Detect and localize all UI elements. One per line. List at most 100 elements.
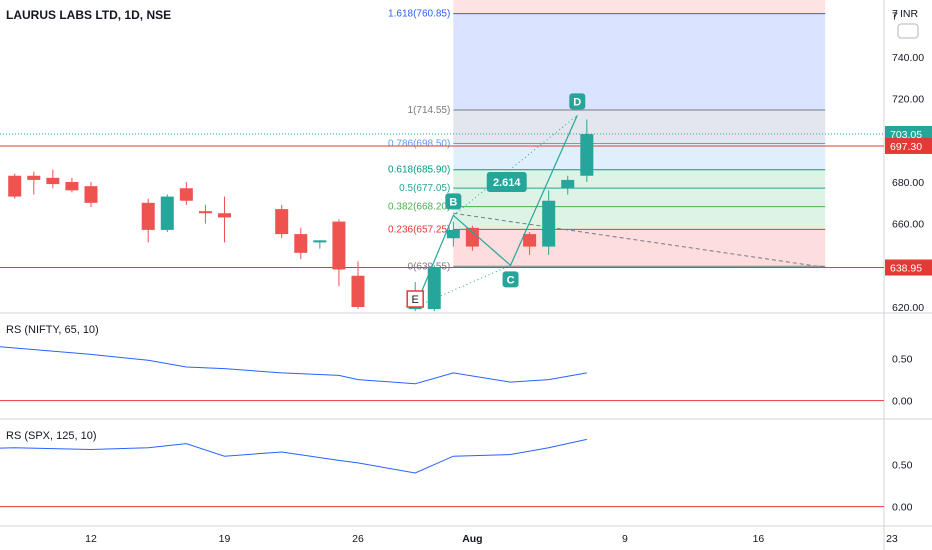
candle-body (84, 186, 98, 203)
pattern-point-label: E (412, 294, 419, 306)
indicator-panes: 0.50 0.00 0.50 0.00 (0, 335, 913, 514)
pattern-point-label: D (573, 96, 581, 108)
time-axis-tick: 9 (622, 533, 628, 545)
horizontal-lines[interactable] (0, 133, 884, 269)
candle[interactable] (332, 219, 346, 287)
candle-body (294, 234, 308, 253)
price-label-text: 638.95 (890, 263, 922, 275)
candle-body (561, 179, 575, 189)
candle-body (523, 234, 537, 247)
candle[interactable] (465, 225, 479, 251)
candle[interactable] (160, 194, 174, 233)
currency-label: INR (900, 8, 919, 20)
pattern-legs (414, 115, 578, 308)
candle-body (446, 229, 460, 239)
indicator-label-nifty[interactable]: RS (NIFTY, 65, 10) (6, 324, 99, 336)
fib-zone (453, 110, 826, 144)
fib-zone (453, 206, 826, 230)
candle-body (179, 188, 193, 201)
time-axis-tick: 26 (352, 533, 364, 545)
time-axis-tick: 23 (886, 533, 898, 545)
pattern-point-b[interactable]: B (445, 193, 462, 210)
fib-zone (453, 0, 826, 14)
candlestick-series[interactable] (8, 119, 594, 312)
pattern-point-badge (406, 290, 424, 308)
fib-zone (453, 13, 826, 111)
indicator-label-spx[interactable]: RS (SPX, 125, 10) (6, 430, 97, 442)
candle[interactable] (313, 240, 327, 249)
pattern-point-badge (569, 93, 586, 110)
candle-body (332, 221, 346, 270)
indicator-axis-tick: 0.00 (892, 396, 913, 408)
price-axis-tick: 620.00 (892, 302, 924, 314)
fib-level-label: 1(714.55) (408, 105, 451, 116)
candle[interactable] (561, 175, 575, 195)
indicator-line[interactable] (0, 335, 587, 385)
price-label[interactable]: 697.30 (885, 137, 932, 154)
indicator-line[interactable] (0, 438, 587, 474)
candle-body (217, 213, 231, 218)
candle[interactable] (580, 119, 594, 183)
candle-body (580, 134, 594, 176)
candle[interactable] (542, 190, 556, 255)
candle[interactable] (65, 177, 79, 193)
candle-body (542, 200, 556, 247)
candle-body (465, 227, 479, 247)
candle-body (141, 202, 155, 230)
price-axis-tick: 740.00 (892, 52, 924, 64)
fib-level-label: 0.236(657.25) (388, 224, 450, 235)
pattern-point-c[interactable]: C (502, 271, 519, 288)
pattern-point-label: B (449, 196, 457, 208)
pattern-ratio-text: 2.614 (493, 177, 521, 189)
price-axis-tick: 7 (892, 10, 898, 22)
time-axis-tick: 12 (85, 533, 97, 545)
indicator-axis-tick: 0.00 (892, 502, 913, 514)
price-label-box (885, 259, 932, 276)
pattern-point-e[interactable]: E (406, 290, 424, 308)
price-label-box (885, 137, 932, 154)
candle[interactable] (294, 227, 308, 260)
harmonic-pattern[interactable]: E B C D 2.614 (406, 93, 586, 308)
candle[interactable] (8, 173, 22, 199)
candle[interactable] (198, 204, 212, 224)
pattern-ratio-box (486, 172, 527, 192)
candle-body (160, 196, 174, 230)
pattern-point-label: C (507, 274, 515, 286)
candle[interactable] (141, 198, 155, 243)
candle-body (46, 177, 60, 185)
candle[interactable] (179, 182, 193, 205)
candle-body (351, 275, 365, 307)
time-axis-tick: 16 (753, 533, 765, 545)
fib-zone (453, 143, 826, 170)
pattern-ratio-badge[interactable]: 2.614 (486, 172, 527, 192)
candle-body (427, 267, 441, 310)
fib-zone (453, 229, 826, 267)
indicator-axis-tick: 0.50 (892, 354, 913, 366)
candle[interactable] (27, 171, 41, 195)
time-axis-tick: Aug (462, 533, 482, 545)
pattern-point-d[interactable]: D (569, 93, 586, 110)
pattern-ratio-line (453, 114, 578, 216)
pattern-ratio-line (414, 264, 511, 308)
candle[interactable] (275, 204, 289, 239)
candle[interactable] (46, 169, 60, 189)
price-label[interactable]: 638.95 (885, 259, 932, 276)
fib-level-label: 0.5(677.05) (399, 183, 450, 194)
fib-level-label: 0(639.55) (408, 261, 451, 272)
candle[interactable] (446, 221, 460, 247)
candle[interactable] (217, 196, 231, 243)
candle[interactable] (523, 232, 537, 255)
candle-body (27, 175, 41, 180)
candle[interactable] (427, 265, 441, 312)
fib-level-label: 1.618(760.85) (388, 9, 450, 20)
indicator-pane-nifty: 0.50 0.00 (0, 335, 913, 408)
price-label-text: 697.30 (890, 141, 922, 153)
candle[interactable] (84, 182, 98, 207)
price-axis-tick: 7 (892, 8, 898, 20)
pattern-point-badge (445, 193, 462, 210)
candle[interactable] (351, 261, 365, 310)
scale-icon[interactable] (897, 23, 919, 39)
candle-body (8, 175, 22, 197)
